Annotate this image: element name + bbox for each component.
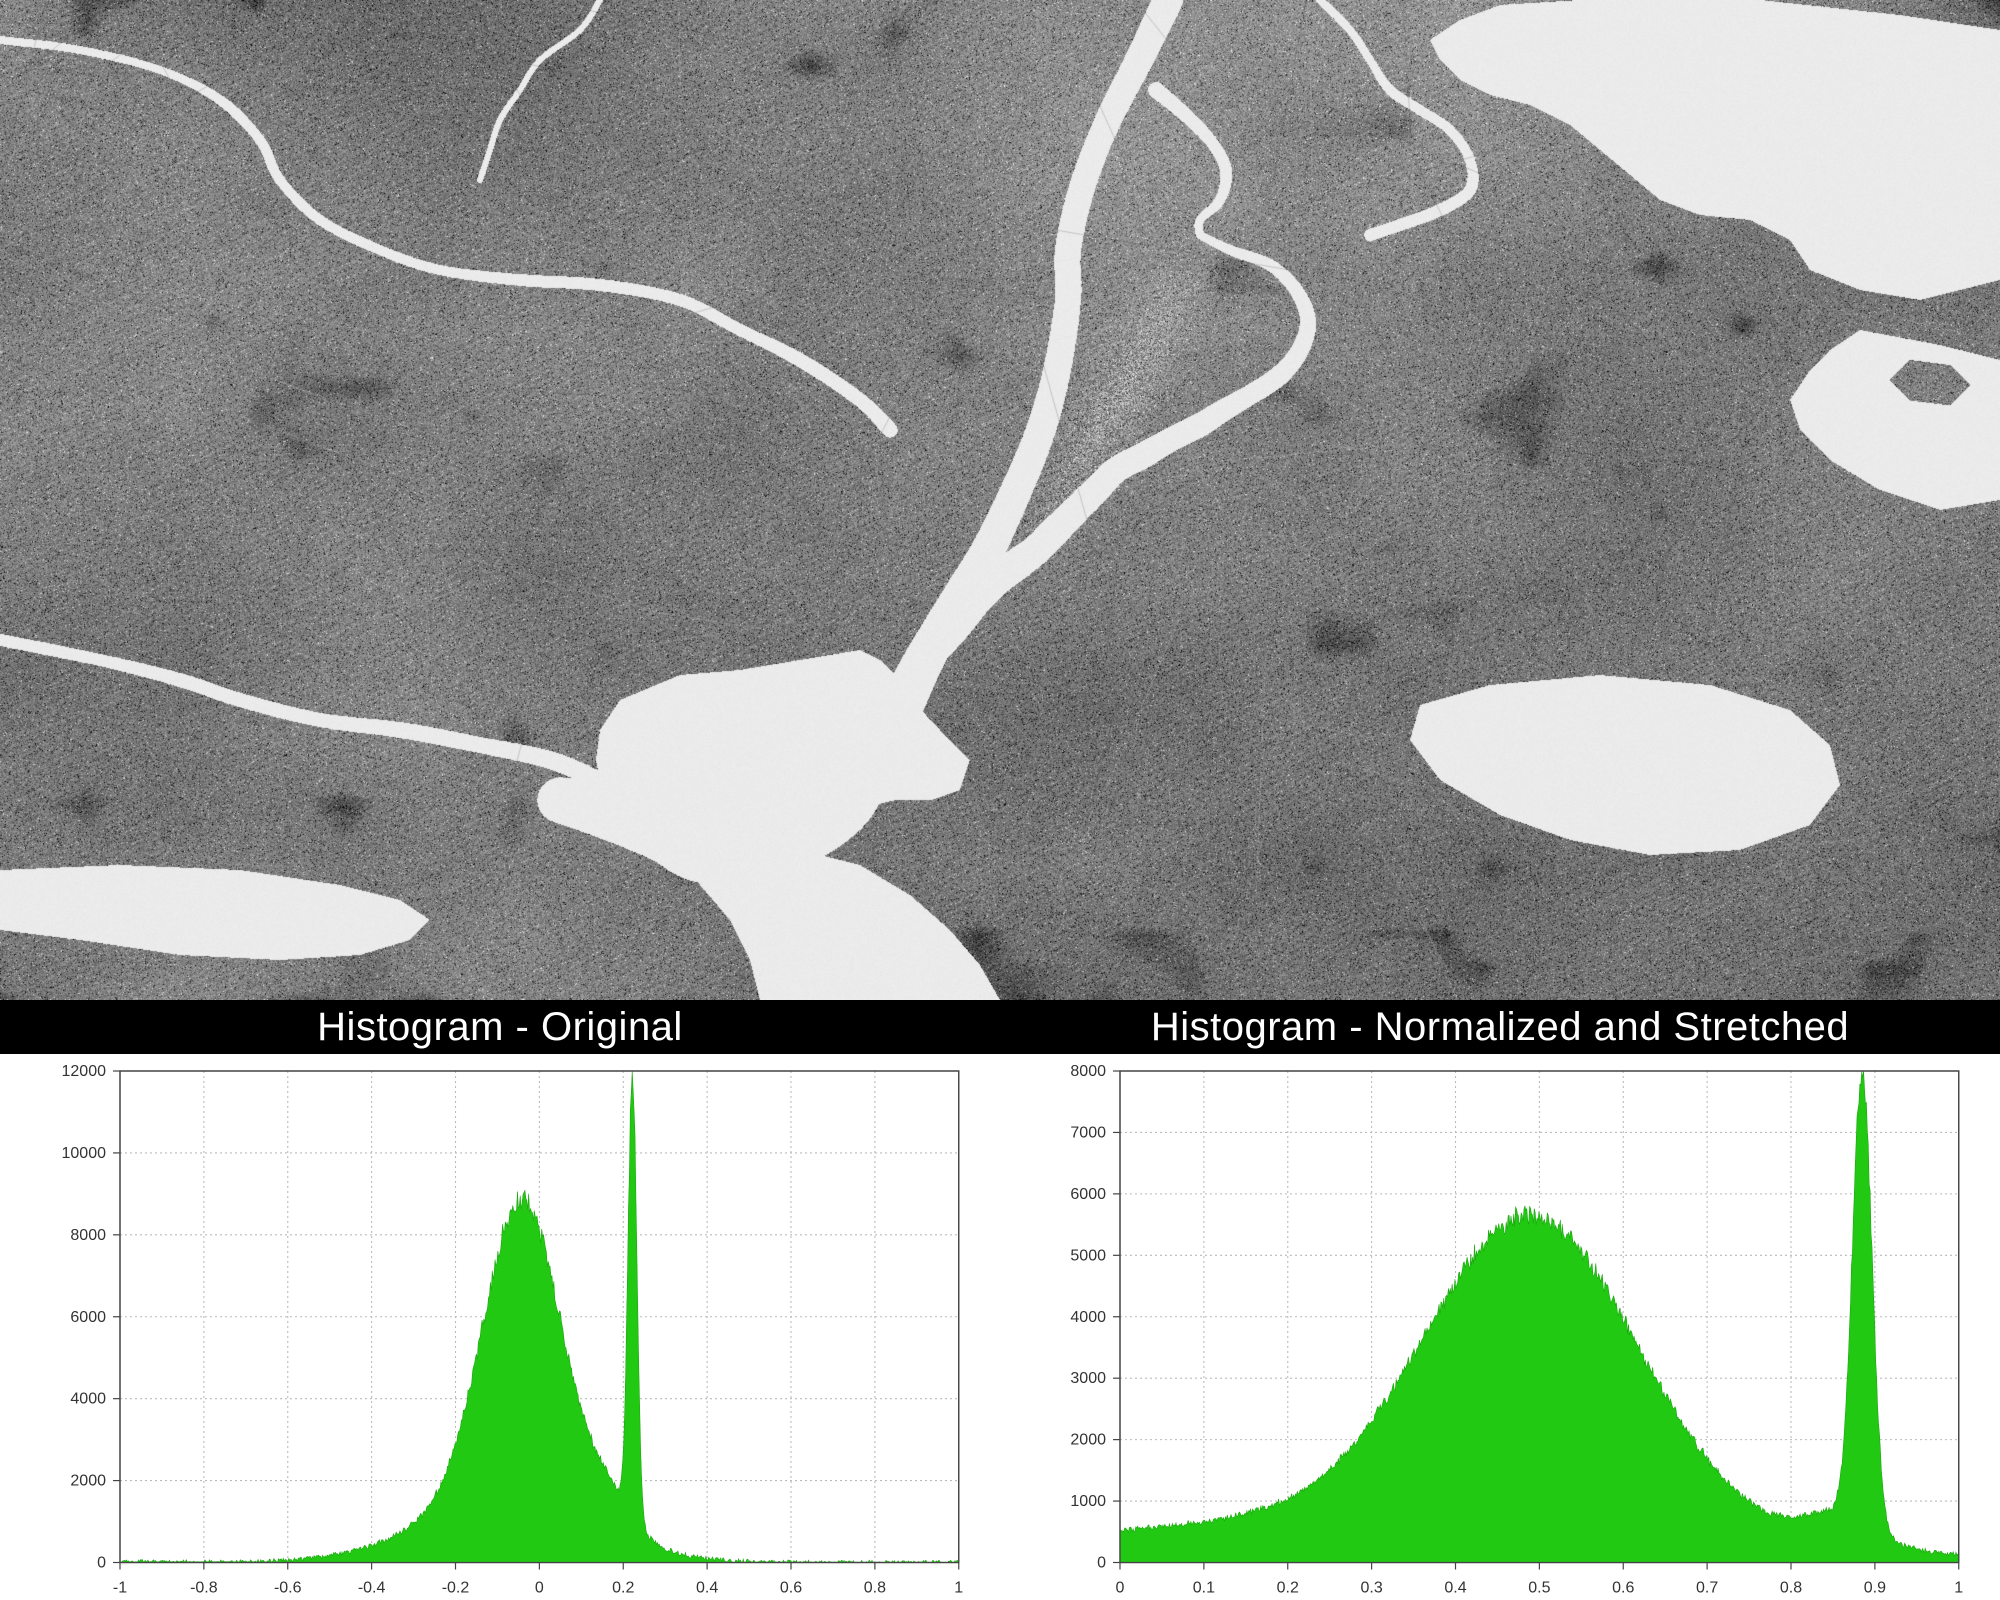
svg-text:-0.4: -0.4: [358, 1580, 386, 1597]
svg-text:0: 0: [535, 1580, 544, 1597]
svg-text:1: 1: [954, 1580, 963, 1597]
svg-text:0.7: 0.7: [1696, 1580, 1718, 1597]
svg-text:6000: 6000: [1070, 1186, 1106, 1203]
svg-text:10000: 10000: [62, 1145, 107, 1162]
svg-text:-1: -1: [113, 1580, 127, 1597]
svg-text:4000: 4000: [1070, 1309, 1106, 1326]
svg-text:-0.8: -0.8: [190, 1580, 218, 1597]
svg-text:8000: 8000: [70, 1227, 106, 1244]
svg-text:0.8: 0.8: [1780, 1580, 1802, 1597]
svg-text:5000: 5000: [1070, 1247, 1106, 1264]
svg-text:0.2: 0.2: [1277, 1580, 1299, 1597]
svg-text:7000: 7000: [1070, 1124, 1106, 1141]
svg-text:-0.6: -0.6: [274, 1580, 302, 1597]
svg-text:0.2: 0.2: [612, 1580, 634, 1597]
svg-text:0.8: 0.8: [864, 1580, 886, 1597]
svg-text:3000: 3000: [1070, 1370, 1106, 1387]
svg-text:0: 0: [97, 1555, 106, 1572]
svg-text:1: 1: [1954, 1580, 1963, 1597]
svg-text:0.1: 0.1: [1193, 1580, 1215, 1597]
svg-text:0.6: 0.6: [780, 1580, 802, 1597]
svg-text:8000: 8000: [1070, 1063, 1106, 1080]
svg-text:2000: 2000: [1070, 1432, 1106, 1449]
svg-text:12000: 12000: [62, 1063, 107, 1080]
svg-text:-0.2: -0.2: [442, 1580, 470, 1597]
svg-text:4000: 4000: [70, 1391, 106, 1408]
svg-text:0.3: 0.3: [1361, 1580, 1383, 1597]
svg-text:0.4: 0.4: [696, 1580, 718, 1597]
svg-text:1000: 1000: [1070, 1493, 1106, 1510]
svg-text:0: 0: [1116, 1580, 1125, 1597]
svg-text:0.5: 0.5: [1528, 1580, 1550, 1597]
svg-text:0.9: 0.9: [1864, 1580, 1886, 1597]
svg-text:0: 0: [1097, 1555, 1106, 1572]
svg-text:6000: 6000: [70, 1309, 106, 1326]
svg-text:0.4: 0.4: [1444, 1580, 1466, 1597]
svg-text:0.6: 0.6: [1612, 1580, 1634, 1597]
svg-text:2000: 2000: [70, 1473, 106, 1490]
